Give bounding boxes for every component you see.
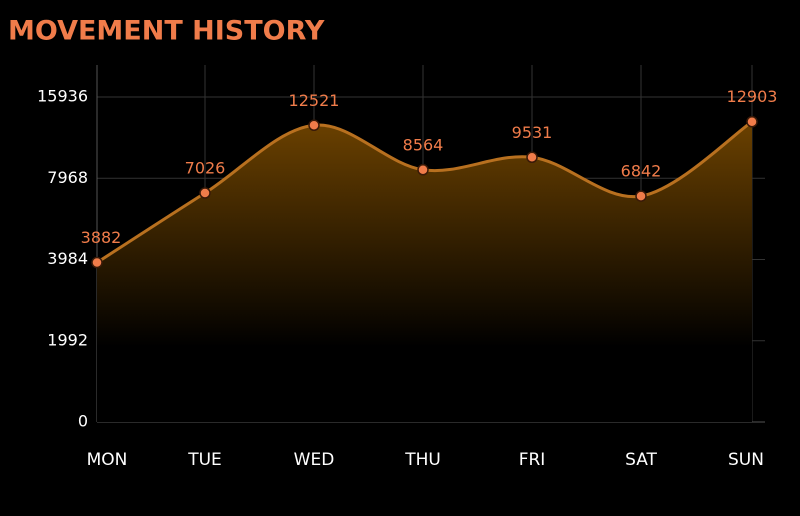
point: [635, 190, 647, 202]
value-label: 7026: [185, 158, 226, 177]
y-tick-label: 0: [78, 412, 88, 431]
x-tick-label: TUE: [187, 450, 222, 470]
area: [97, 121, 752, 422]
value-label: 12903: [727, 87, 778, 106]
point: [199, 187, 211, 199]
x-tick-label: THU: [404, 450, 441, 470]
point: [746, 115, 758, 128]
value-label: 9531: [512, 123, 553, 142]
x-tick-label: WED: [294, 450, 335, 470]
value-label: 3882: [81, 228, 122, 247]
y-tick-label: 7968: [47, 168, 88, 187]
value-label: 6842: [621, 162, 662, 181]
point: [526, 151, 538, 164]
y-tick-label: 3984: [47, 249, 88, 268]
point: [417, 164, 429, 176]
value-label: 12521: [289, 91, 340, 110]
x-tick-label: MON: [87, 450, 128, 470]
chart-title: MOVEMENT HISTORY: [8, 16, 325, 47]
y-tick-label: 1992: [47, 330, 88, 349]
point: [91, 256, 103, 269]
y-tick-label: 15936: [37, 87, 88, 106]
x-tick-label: FRI: [519, 450, 546, 470]
value-label: 8564: [403, 135, 444, 154]
x-tick-label: SUN: [728, 450, 764, 470]
x-tick-label: SAT: [625, 450, 657, 470]
point: [308, 119, 320, 132]
